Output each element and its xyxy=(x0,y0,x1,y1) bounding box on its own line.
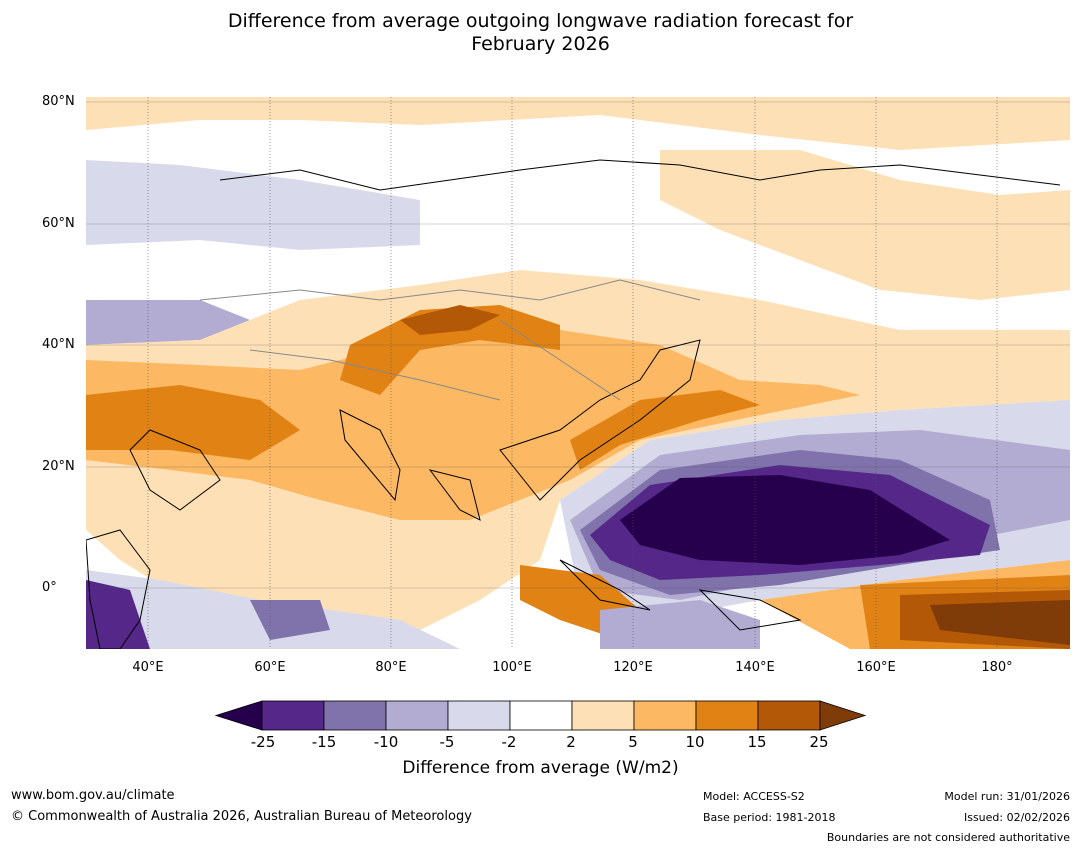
colorbar-segment xyxy=(261,700,325,731)
coastlines xyxy=(86,159,1061,649)
tibet-very-strong-positive xyxy=(400,305,500,335)
lon-label-120e: 120°E xyxy=(613,660,653,675)
colorbar-tick-label: 5 xyxy=(628,733,638,751)
colorbar xyxy=(214,700,867,731)
copyright-text: © Commonwealth of Australia 2026, Austra… xyxy=(11,809,472,824)
colorbar-tick-label: 25 xyxy=(809,733,829,751)
arabia-strong-positive xyxy=(86,385,300,460)
base-period: Base period: 1981-2018 xyxy=(703,811,836,824)
pacific-very-strong-negative xyxy=(620,475,950,565)
colorbar-tick-label: 2 xyxy=(566,733,576,751)
colorbar-tick-label: -15 xyxy=(311,733,337,751)
australia-north-negative xyxy=(600,600,760,649)
colorbar-title: Difference from average (W/m2) xyxy=(402,758,679,778)
lat-label-equator: 0° xyxy=(42,580,57,595)
colorbar-extend-low xyxy=(214,700,263,731)
colorbar-tick-label: -5 xyxy=(439,733,455,751)
china-strong-positive xyxy=(570,390,760,470)
lat-label-40n: 40°N xyxy=(42,337,75,352)
map-gridlines xyxy=(86,97,1070,649)
model-name: Model: ACCESS-S2 xyxy=(703,790,805,803)
colorbar-tick-label: -25 xyxy=(250,733,276,751)
lat-label-80n: 80°N xyxy=(42,94,75,109)
lon-label-180: 180° xyxy=(981,660,1013,675)
lon-label-100e: 100°E xyxy=(492,660,532,675)
siberia-positive-region xyxy=(660,150,1070,300)
boundaries-disclaimer: Boundaries are not considered authoritat… xyxy=(826,831,1070,844)
colorbar-tick-label: -10 xyxy=(373,733,399,751)
model-run-date: Model run: 31/01/2026 xyxy=(944,790,1070,803)
colorbar-segment xyxy=(633,700,697,731)
caspian-negative-region xyxy=(86,300,250,345)
lon-label-80e: 80°E xyxy=(375,660,407,675)
map-title-line-1: Difference from average outgoing longwav… xyxy=(227,10,854,32)
colorbar-segment xyxy=(447,700,511,731)
anomaly-field xyxy=(86,97,1070,649)
colorbar-extend-high xyxy=(819,700,867,731)
lat-label-60n: 60°N xyxy=(42,216,75,231)
east-africa-strong-negative xyxy=(86,580,150,649)
west-siberia-negative-region xyxy=(86,160,420,250)
arctic-positive-band xyxy=(86,97,1070,150)
colorbar-tick-label: 10 xyxy=(685,733,705,751)
colorbar-tick-label: -2 xyxy=(501,733,517,751)
lon-label-40e: 40°E xyxy=(132,660,164,675)
colorbar-segment xyxy=(695,700,759,731)
colorbar-segment xyxy=(571,700,635,731)
colorbar-segment xyxy=(509,700,573,731)
colorbar-segment xyxy=(385,700,449,731)
moderate-positive-region xyxy=(86,330,860,520)
website-link[interactable]: www.bom.gov.au/climate xyxy=(11,788,175,803)
map-title-line-2: February 2026 xyxy=(471,33,610,55)
colorbar-tick-label: 15 xyxy=(747,733,767,751)
lon-label-140e: 140°E xyxy=(735,660,775,675)
lon-label-60e: 60°E xyxy=(254,660,286,675)
lat-label-20n: 20°N xyxy=(42,459,75,474)
country-boundaries xyxy=(199,279,701,401)
lon-label-160e: 160°E xyxy=(856,660,896,675)
tibet-strong-positive xyxy=(340,305,560,395)
colorbar-segment xyxy=(757,700,821,731)
central-pacific-extreme xyxy=(930,600,1070,645)
issued-date: Issued: 02/02/2026 xyxy=(963,811,1070,824)
colorbar-segment xyxy=(323,700,387,731)
